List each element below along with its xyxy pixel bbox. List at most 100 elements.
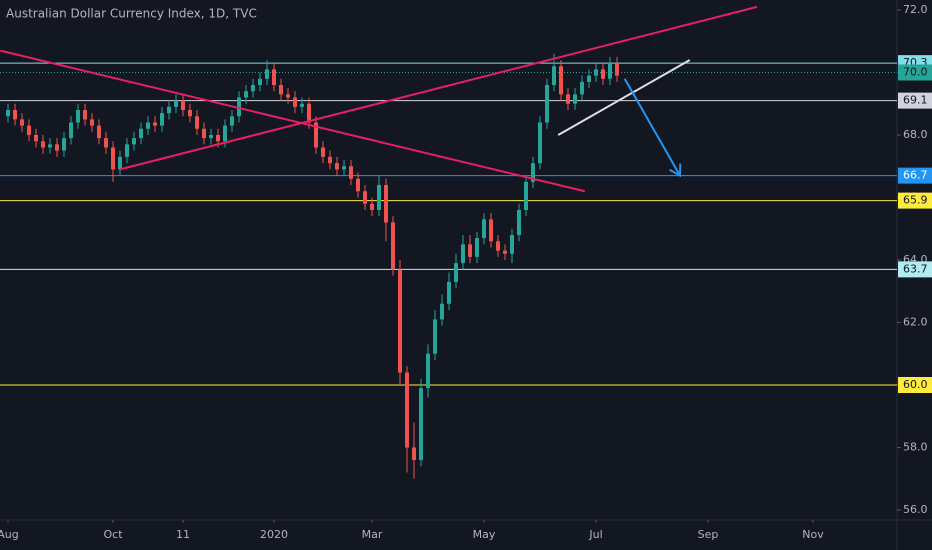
candle-body [69, 122, 73, 139]
candle-body [405, 372, 409, 448]
x-tick-label: Nov [802, 528, 824, 541]
candle-body [90, 119, 94, 126]
candle-body [265, 69, 269, 79]
candle-body [384, 185, 388, 223]
candle-body [580, 81, 584, 95]
candle-body [447, 281, 451, 304]
candle-body [503, 250, 507, 254]
candle-body [412, 447, 416, 460]
candle-body [146, 122, 150, 129]
candle-body [426, 353, 430, 389]
candle-body [349, 166, 353, 179]
candle-body [489, 219, 493, 242]
x-tick-label: Sep [698, 528, 719, 541]
candle-body [13, 110, 17, 120]
candle-body [181, 100, 185, 110]
x-tick-label: May [473, 528, 496, 541]
candle-body [272, 69, 276, 85]
level-label-bg [898, 64, 932, 81]
candle-body [209, 135, 213, 139]
trend-line [623, 78, 681, 177]
candle-body [125, 144, 129, 157]
candle-body [55, 144, 59, 151]
candle-body [216, 135, 220, 142]
candle-body [62, 138, 66, 151]
candle-body [552, 66, 556, 85]
candle-body [111, 147, 115, 170]
level-label-bg [898, 92, 932, 109]
candle-body [391, 222, 395, 270]
chart-title: Australian Dollar Currency Index, 1D, TV… [6, 7, 257, 21]
candle-body [160, 113, 164, 126]
candle-body [601, 69, 605, 79]
candle-body [594, 69, 598, 76]
candle-body [370, 203, 374, 210]
candle-body [615, 63, 619, 76]
candle-body [335, 163, 339, 170]
x-tick-label: 2020 [260, 528, 288, 541]
candle-body [83, 110, 87, 120]
candle-body [608, 63, 612, 79]
candle-body [377, 185, 381, 210]
candle-body [433, 319, 437, 354]
level-label: 63.7 [903, 262, 928, 275]
candle-body [342, 166, 346, 170]
candle-body [174, 100, 178, 107]
candle-body [223, 125, 227, 142]
candle-body [321, 147, 325, 157]
y-tick-label: 58.0 [903, 441, 928, 454]
level-label: 65.9 [903, 194, 928, 207]
y-tick-label: 72.0 [903, 3, 928, 16]
y-tick-label: 68.0 [903, 128, 928, 141]
candle-body [517, 210, 521, 235]
candle-body [41, 141, 45, 148]
trend-line [557, 59, 691, 136]
candle-body [139, 128, 143, 139]
level-label: 70.0 [903, 66, 928, 79]
candle-body [566, 94, 570, 104]
candle-body [314, 122, 318, 148]
candle-body [279, 85, 283, 95]
candle-body [6, 110, 10, 117]
x-tick-label: Oct [103, 528, 123, 541]
level-label: 60.0 [903, 378, 928, 391]
candle-body [230, 116, 234, 126]
candle-body [475, 238, 479, 257]
candle-body [538, 122, 542, 164]
y-tick-label: 56.0 [903, 503, 928, 516]
candle-body [237, 97, 241, 117]
candle-body [188, 110, 192, 117]
candle-body [195, 116, 199, 129]
candle-body [545, 85, 549, 123]
candle-body [461, 244, 465, 264]
candle-body [97, 125, 101, 139]
candle-body [132, 138, 136, 145]
candle-body [76, 110, 80, 123]
candle-body [573, 94, 577, 104]
candle-body [524, 181, 528, 210]
candle-body [496, 241, 500, 251]
level-label: 66.7 [903, 169, 928, 182]
candle-body [293, 97, 297, 107]
level-label: 69.1 [903, 94, 928, 107]
candle-body [559, 66, 563, 95]
candle-body [419, 388, 423, 460]
candle-body [251, 85, 255, 92]
candle-body [587, 75, 591, 82]
x-tick-label: 11 [176, 528, 190, 541]
candle-body [398, 269, 402, 373]
candle-body [468, 244, 472, 257]
candle-body [34, 135, 38, 142]
candle-body [300, 103, 304, 107]
x-tick-label: Jul [588, 528, 602, 541]
candle-body [307, 103, 311, 123]
candle-body [48, 144, 52, 148]
candle-body [356, 178, 360, 192]
candle-body [363, 191, 367, 204]
candle-body [454, 263, 458, 282]
candle-body [531, 163, 535, 182]
candle-body [482, 219, 486, 239]
candle-body [20, 119, 24, 126]
